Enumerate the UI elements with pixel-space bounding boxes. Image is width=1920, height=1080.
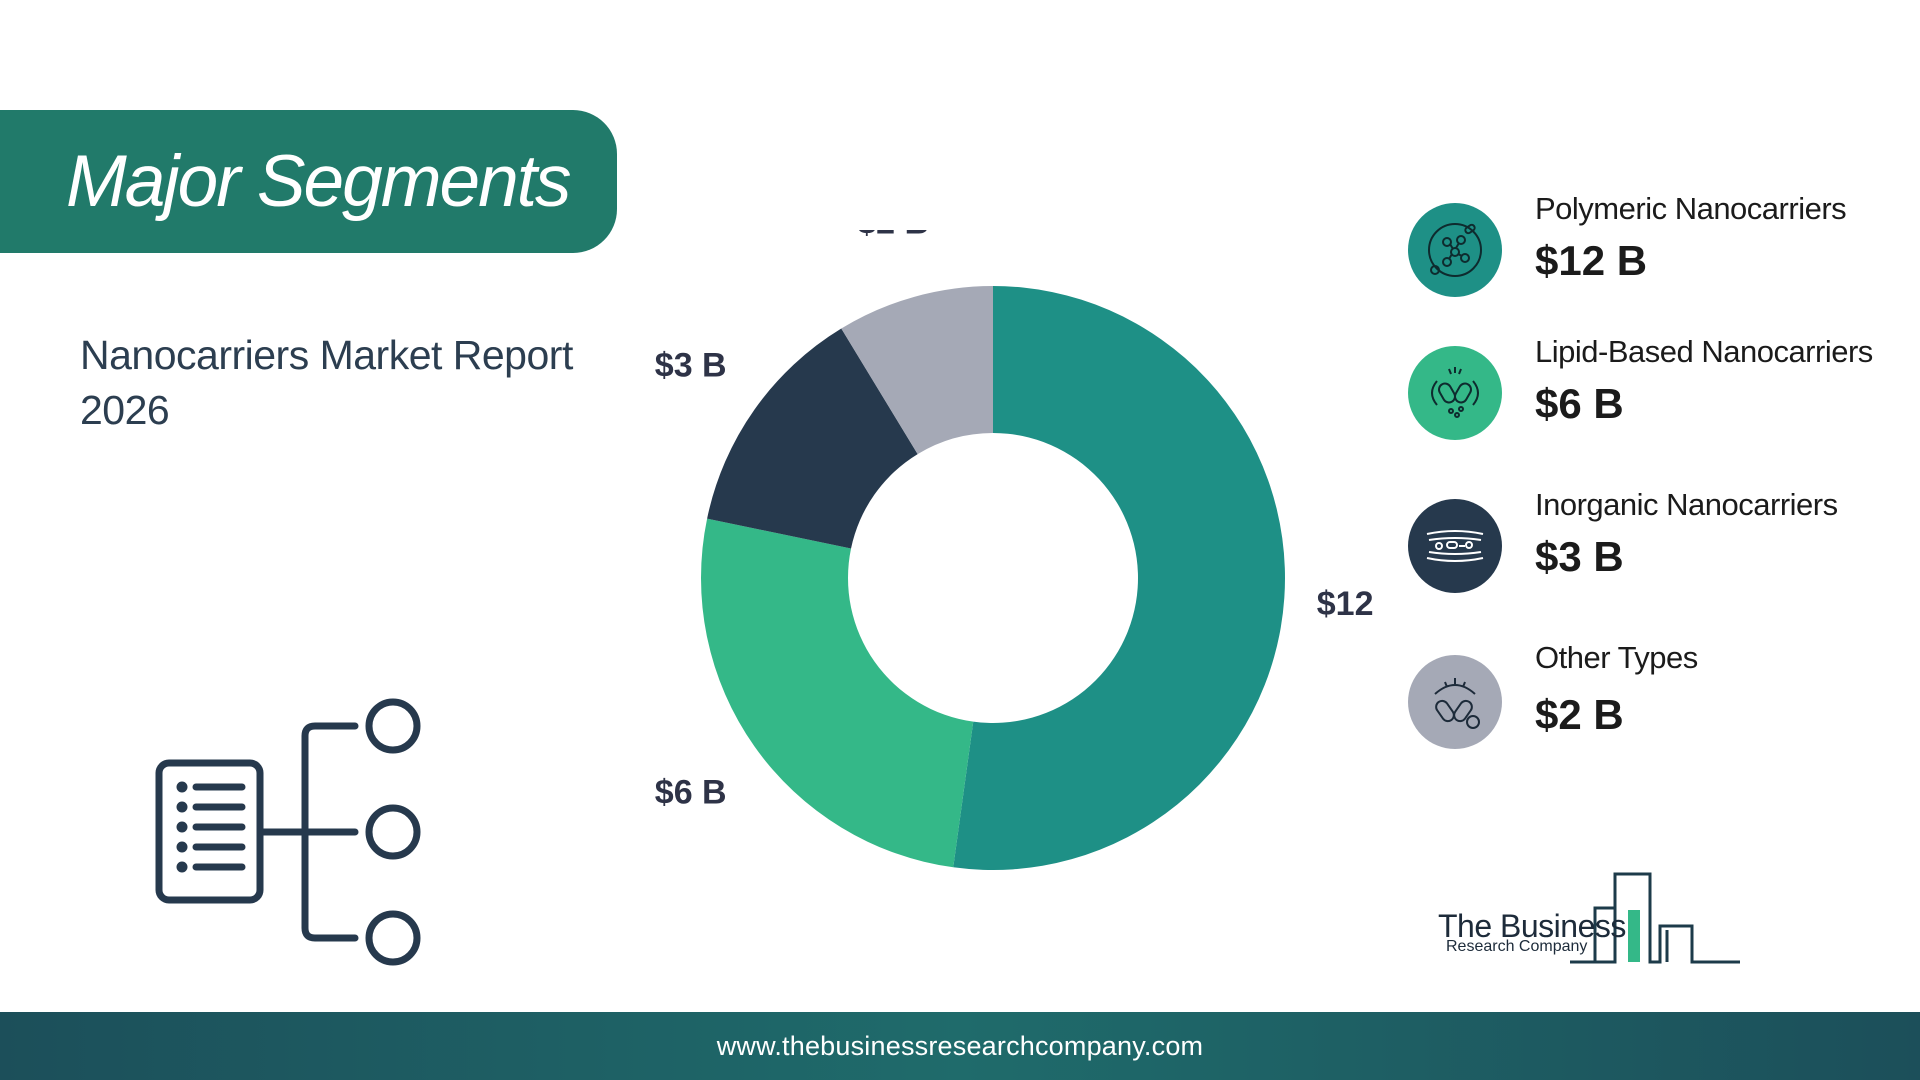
legend-swatch bbox=[1408, 346, 1502, 440]
donut-slice-polymeric bbox=[953, 286, 1285, 870]
legend-swatch bbox=[1408, 203, 1502, 297]
logo-subtitle: Research Company bbox=[1446, 938, 1588, 955]
data-label-polymeric: $12 B bbox=[1317, 585, 1380, 623]
data-label-inorganic: $3 B bbox=[655, 347, 727, 385]
capsule-icon bbox=[1431, 367, 1479, 418]
segments-tree-icon bbox=[155, 698, 421, 966]
data-label-lipid-based: $6 B bbox=[655, 773, 727, 811]
logo-bars-icon bbox=[1570, 872, 1740, 964]
footer-url[interactable]: www.thebusinessresearchcompany.com bbox=[716, 1030, 1204, 1061]
particles-icon bbox=[1426, 530, 1484, 562]
title-banner: Major Segments bbox=[0, 110, 617, 253]
legend-label: Other Types bbox=[1535, 640, 1698, 675]
donut-slice-lipid-based bbox=[701, 518, 974, 868]
donut-slice-inorganic bbox=[707, 328, 918, 549]
legend-swatch bbox=[1408, 499, 1502, 593]
pill-icon bbox=[1434, 678, 1480, 729]
legend-label: Inorganic Nanocarriers bbox=[1535, 487, 1838, 522]
legend-label: Lipid-Based Nanocarriers bbox=[1535, 334, 1873, 369]
molecule-icon bbox=[1428, 223, 1482, 277]
legend-value: $6 B bbox=[1535, 380, 1624, 427]
legend-label: Polymeric Nanocarriers bbox=[1535, 191, 1847, 226]
company-logo: The Business Research Company bbox=[1430, 870, 1750, 970]
legend-item-inorganic: Inorganic Nanocarriers $3 B bbox=[1405, 487, 1905, 611]
page-title: Major Segments bbox=[66, 141, 571, 222]
legend-value: $12 B bbox=[1535, 237, 1648, 284]
donut-slice-other-types bbox=[841, 286, 993, 455]
legend-value: $3 B bbox=[1535, 533, 1624, 580]
data-label-other-types: $2 B bbox=[857, 230, 929, 242]
logo-name: The Business bbox=[1438, 908, 1626, 944]
legend-swatch bbox=[1408, 655, 1502, 749]
footer-bar: www.thebusinessresearchcompany.com bbox=[0, 1012, 1920, 1080]
report-title: Nanocarriers Market Report 2026 bbox=[80, 332, 573, 433]
legend-item-lipid: Lipid-Based Nanocarriers $6 B bbox=[1405, 334, 1905, 458]
legend-item-polymeric: Polymeric Nanocarriers $12 B bbox=[1405, 191, 1905, 315]
legend-value: $2 B bbox=[1535, 691, 1624, 738]
legend-item-other: Other Types $2 B bbox=[1405, 640, 1905, 775]
donut-chart: $12 B $6 B $3 B $2 B bbox=[655, 230, 1380, 870]
